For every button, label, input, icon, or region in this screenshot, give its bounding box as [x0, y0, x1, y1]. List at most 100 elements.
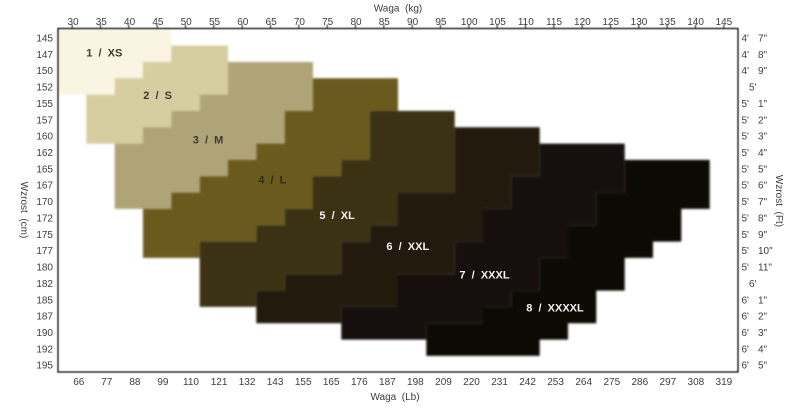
svg-text:176: 176 [351, 377, 368, 388]
svg-text:172: 172 [36, 214, 53, 225]
svg-text:145: 145 [36, 34, 53, 45]
svg-text:231: 231 [491, 377, 508, 388]
svg-text:187: 187 [36, 312, 53, 323]
svg-text:182: 182 [36, 279, 53, 290]
svg-text:6': 6' [742, 344, 750, 355]
svg-text:130: 130 [631, 17, 648, 28]
svg-text:4 / L: 4 / L [258, 174, 286, 186]
svg-text:Waga (Lb): Waga (Lb) [370, 392, 419, 403]
svg-text:8": 8" [758, 214, 768, 225]
svg-text:66: 66 [73, 377, 85, 388]
svg-text:75: 75 [322, 17, 334, 28]
svg-text:165: 165 [36, 164, 53, 175]
svg-text:35: 35 [96, 17, 108, 28]
svg-text:286: 286 [631, 377, 648, 388]
svg-text:6': 6' [742, 312, 750, 323]
svg-text:177: 177 [36, 246, 53, 257]
svg-text:50: 50 [181, 17, 193, 28]
svg-text:9": 9" [758, 66, 768, 77]
svg-text:110: 110 [518, 17, 534, 28]
svg-text:5': 5' [742, 181, 750, 192]
svg-text:77: 77 [101, 377, 113, 388]
svg-text:275: 275 [603, 377, 620, 388]
svg-text:209: 209 [435, 377, 452, 388]
svg-text:7": 7" [758, 197, 768, 208]
svg-text:180: 180 [36, 263, 53, 274]
svg-text:6 / XXL: 6 / XXL [386, 241, 429, 253]
svg-text:55: 55 [209, 17, 221, 28]
svg-text:319: 319 [716, 377, 733, 388]
svg-text:157: 157 [36, 115, 53, 126]
svg-text:5 / XL: 5 / XL [319, 210, 355, 222]
svg-text:Wzrost (Ft): Wzrost (Ft) [773, 175, 784, 227]
svg-text:198: 198 [407, 377, 424, 388]
svg-text:6': 6' [742, 328, 750, 339]
svg-text:95: 95 [435, 17, 447, 28]
svg-text:162: 162 [36, 148, 53, 159]
svg-text:5': 5' [742, 246, 750, 257]
svg-text:170: 170 [36, 197, 53, 208]
svg-text:150: 150 [36, 66, 53, 77]
svg-text:80: 80 [350, 17, 362, 28]
svg-text:11": 11" [758, 263, 772, 274]
svg-text:30: 30 [67, 17, 79, 28]
svg-text:195: 195 [36, 361, 53, 372]
svg-text:5": 5" [758, 361, 768, 372]
svg-text:185: 185 [36, 295, 53, 306]
svg-text:165: 165 [323, 377, 340, 388]
svg-text:5': 5' [742, 197, 750, 208]
svg-text:8": 8" [758, 50, 768, 61]
svg-text:Waga (kg): Waga (kg) [374, 4, 423, 15]
svg-text:6': 6' [742, 361, 750, 372]
svg-text:Wzrost (cm): Wzrost (cm) [18, 182, 29, 239]
svg-text:5': 5' [742, 230, 750, 241]
svg-text:5': 5' [742, 214, 750, 225]
svg-text:7": 7" [758, 34, 768, 45]
svg-text:6": 6" [758, 181, 768, 192]
svg-text:60: 60 [237, 17, 249, 28]
svg-text:192: 192 [36, 344, 53, 355]
svg-text:90: 90 [407, 17, 419, 28]
svg-text:45: 45 [152, 17, 164, 28]
svg-text:155: 155 [295, 377, 312, 388]
svg-text:242: 242 [519, 377, 536, 388]
svg-text:120: 120 [574, 17, 591, 28]
svg-text:167: 167 [36, 181, 53, 192]
svg-text:6': 6' [749, 279, 757, 290]
svg-text:85: 85 [379, 17, 391, 28]
svg-text:4': 4' [742, 66, 750, 77]
svg-text:121: 121 [211, 377, 228, 388]
svg-text:100: 100 [461, 17, 478, 28]
svg-text:88: 88 [129, 377, 141, 388]
svg-text:70: 70 [294, 17, 306, 28]
svg-text:5': 5' [742, 164, 750, 175]
svg-text:99: 99 [157, 377, 169, 388]
svg-text:190: 190 [36, 328, 53, 339]
svg-text:5': 5' [742, 99, 750, 110]
svg-text:2": 2" [758, 115, 768, 126]
svg-text:115: 115 [546, 17, 562, 28]
svg-text:187: 187 [379, 377, 396, 388]
svg-text:132: 132 [239, 377, 256, 388]
svg-text:4": 4" [758, 344, 768, 355]
svg-text:2 / S: 2 / S [143, 90, 172, 102]
svg-text:1 / XS: 1 / XS [86, 48, 122, 60]
svg-text:110: 110 [183, 377, 199, 388]
svg-text:4': 4' [742, 50, 750, 61]
svg-text:125: 125 [602, 17, 619, 28]
svg-text:140: 140 [687, 17, 704, 28]
svg-text:160: 160 [36, 132, 53, 143]
svg-text:6': 6' [742, 295, 750, 306]
svg-text:5': 5' [749, 83, 757, 94]
svg-text:5': 5' [742, 115, 750, 126]
svg-text:152: 152 [36, 83, 53, 94]
svg-text:10": 10" [758, 246, 773, 257]
svg-text:3 / M: 3 / M [193, 134, 224, 146]
svg-text:40: 40 [124, 17, 136, 28]
svg-text:143: 143 [267, 377, 284, 388]
svg-text:220: 220 [463, 377, 480, 388]
svg-text:5': 5' [742, 263, 750, 274]
svg-text:8 / XXXXL: 8 / XXXXL [526, 303, 584, 315]
svg-text:1": 1" [758, 295, 768, 306]
svg-text:2": 2" [758, 312, 768, 323]
